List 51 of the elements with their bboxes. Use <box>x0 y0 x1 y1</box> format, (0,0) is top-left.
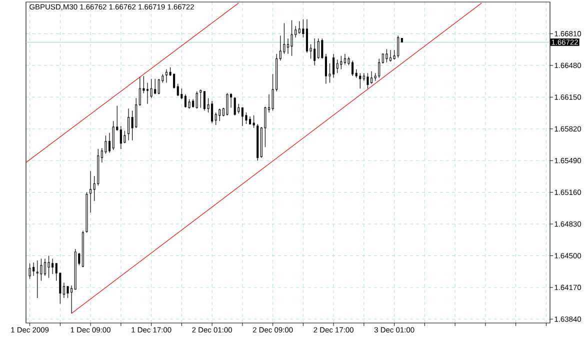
candlestick <box>120 126 122 150</box>
candlestick <box>82 230 84 268</box>
candlestick <box>86 192 88 233</box>
candlestick <box>366 72 369 89</box>
candlestick <box>28 263 31 280</box>
candlestick <box>386 48 388 63</box>
candlestick <box>314 38 316 66</box>
candlestick <box>48 255 50 278</box>
candlestick <box>44 258 46 276</box>
candlestick <box>165 68 168 84</box>
candlestick <box>188 98 190 109</box>
candlestick <box>317 38 320 60</box>
candlestick <box>52 258 54 274</box>
candlestick <box>70 285 73 314</box>
candlestick <box>184 94 186 108</box>
candlestick <box>90 170 92 213</box>
candlestick <box>203 91 206 111</box>
candlestick <box>62 282 65 298</box>
candlestick <box>150 78 152 98</box>
candlestick <box>256 124 259 161</box>
candlestick <box>336 59 338 74</box>
candlestick <box>241 107 244 126</box>
candlestick <box>192 98 194 108</box>
candlestick <box>302 19 304 38</box>
candlestick <box>397 35 400 58</box>
candlestick <box>32 262 35 276</box>
candlestick <box>340 56 342 70</box>
candlestick <box>324 54 327 84</box>
candlestick <box>332 54 335 78</box>
candlestick <box>390 50 392 62</box>
candlestick <box>108 132 111 154</box>
candlestick <box>211 100 214 124</box>
candlestick <box>298 20 300 34</box>
candlestick <box>154 78 156 95</box>
candlestick <box>196 91 198 109</box>
candlestick <box>234 96 236 116</box>
candlestick <box>214 112 217 126</box>
candlestick <box>290 20 293 56</box>
candlestick <box>321 38 324 60</box>
candlestick <box>128 108 130 141</box>
candlestick <box>218 108 221 122</box>
candlestick <box>176 83 179 96</box>
candlestick <box>352 60 354 76</box>
candlestick <box>138 76 141 106</box>
candlestick <box>344 54 346 65</box>
candlestick <box>226 93 228 116</box>
candlestick <box>400 38 403 43</box>
candlestick <box>249 116 252 124</box>
candlestick <box>359 72 362 89</box>
candlestick <box>74 248 76 290</box>
candlestick <box>378 58 380 78</box>
